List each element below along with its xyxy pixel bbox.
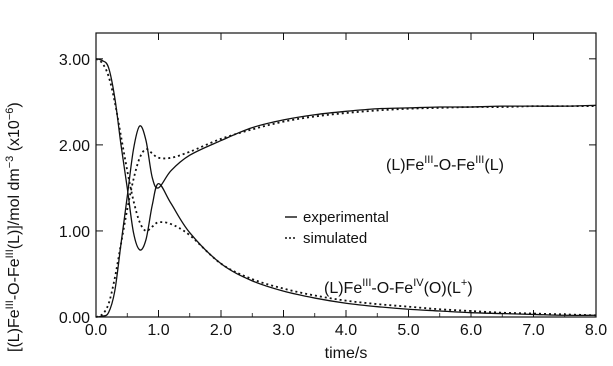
y-axis-title: [(L)FeIII-O-FeIII(L)]/mol dm−3 (x10−6) [4,102,23,352]
legend-label-experimental: experimental [303,209,389,226]
series-line-simulated-2 [95,58,597,317]
y-tick-label: 1.00 [59,224,90,241]
x-tick-label: 5.0 [397,322,419,339]
y-tick-label: 2.00 [59,138,90,155]
y-tick-label: 3.00 [59,52,90,69]
legend-label-simulated: simulated [303,230,367,247]
annotation-lower-species: (L)FeIII-O-FeIV(O)(L+) [324,277,473,297]
series-line-simulated-3 [95,105,596,318]
legend: experimental simulated [285,209,389,247]
tick-labels: 0.0 1.0 2.0 3.0 4.0 5.0 6.0 7.0 8.0 0.00 1.00 2.00 3… [59,52,607,339]
x-tick-label: 6.0 [460,322,482,339]
x-axis-title: time/s [325,345,368,362]
x-tick-label: 2.0 [210,322,232,339]
annotation-upper-species: (L)FeIII-O-FeIII(L) [386,154,504,174]
y-tick-label: 0.00 [59,310,90,327]
x-tick-label: 8.0 [585,322,607,339]
x-tick-label: 0.0 [85,322,107,339]
series-line-experimental-0 [95,58,597,316]
x-tick-label: 1.0 [147,322,169,339]
tick-marks [95,33,597,318]
plot-frame [95,32,597,318]
series-group [95,58,597,318]
x-tick-label: 7.0 [522,322,544,339]
x-tick-label: 3.0 [272,322,294,339]
x-tick-label: 4.0 [335,322,357,339]
